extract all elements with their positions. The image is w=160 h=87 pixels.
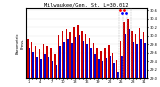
Bar bbox=[102, 61, 103, 78]
Bar bbox=[40, 60, 42, 78]
Bar bbox=[127, 19, 129, 78]
Bar bbox=[44, 54, 46, 78]
Bar bbox=[125, 34, 126, 78]
Bar bbox=[129, 29, 130, 78]
Bar bbox=[62, 31, 63, 78]
Bar bbox=[104, 48, 106, 78]
Bar bbox=[35, 46, 36, 78]
Bar bbox=[77, 25, 79, 78]
Bar bbox=[136, 44, 138, 78]
Bar bbox=[116, 60, 117, 78]
Bar bbox=[90, 48, 92, 78]
Bar bbox=[98, 60, 100, 78]
Bar bbox=[54, 54, 56, 78]
Bar bbox=[27, 39, 29, 78]
Bar bbox=[112, 53, 113, 78]
Bar bbox=[85, 34, 86, 78]
Bar bbox=[73, 27, 75, 78]
Bar bbox=[135, 34, 136, 78]
Bar bbox=[56, 65, 57, 78]
Bar bbox=[36, 57, 38, 78]
Bar bbox=[110, 56, 111, 78]
Bar bbox=[48, 57, 49, 78]
Bar bbox=[39, 49, 40, 78]
Bar bbox=[131, 31, 133, 78]
Bar bbox=[123, 22, 125, 78]
Bar bbox=[86, 44, 88, 78]
Bar bbox=[46, 46, 48, 78]
Bar bbox=[63, 42, 65, 78]
Bar bbox=[81, 31, 83, 78]
Bar bbox=[60, 46, 61, 78]
Bar bbox=[43, 44, 44, 78]
Bar bbox=[100, 51, 102, 78]
Bar bbox=[67, 39, 69, 78]
Bar bbox=[66, 29, 67, 78]
Bar bbox=[75, 37, 76, 78]
Bar bbox=[140, 39, 142, 78]
Bar bbox=[71, 43, 72, 78]
Bar bbox=[31, 42, 32, 78]
Bar bbox=[144, 43, 146, 78]
Bar bbox=[96, 48, 98, 78]
Bar bbox=[83, 41, 84, 78]
Bar bbox=[89, 38, 90, 78]
Bar bbox=[106, 58, 107, 78]
Bar bbox=[108, 45, 110, 78]
Bar bbox=[121, 56, 123, 78]
Bar bbox=[120, 41, 121, 78]
Y-axis label: Barometric
Press.: Barometric Press. bbox=[16, 32, 24, 54]
Bar bbox=[117, 72, 119, 78]
Title: Milwaukee/Gen. St. L=30.012: Milwaukee/Gen. St. L=30.012 bbox=[44, 3, 129, 8]
Bar bbox=[139, 28, 140, 78]
Bar bbox=[79, 35, 80, 78]
Bar bbox=[93, 43, 94, 78]
Bar bbox=[133, 42, 134, 78]
Bar bbox=[143, 32, 144, 78]
Bar bbox=[69, 32, 71, 78]
Bar bbox=[29, 48, 30, 78]
Bar bbox=[32, 52, 34, 78]
Bar bbox=[58, 35, 60, 78]
Bar bbox=[52, 61, 53, 78]
Bar bbox=[113, 63, 115, 78]
Bar bbox=[50, 48, 52, 78]
Bar bbox=[94, 54, 96, 78]
